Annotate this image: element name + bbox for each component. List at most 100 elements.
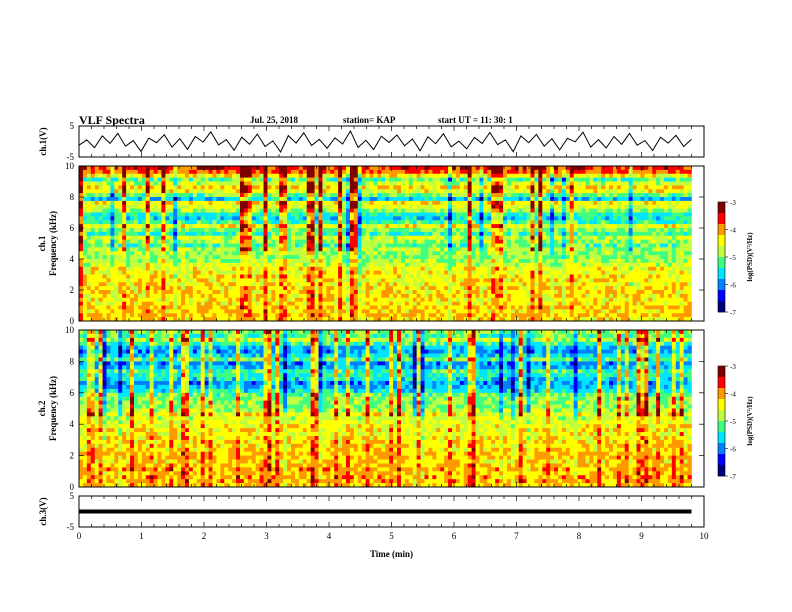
spectrogram-cell	[416, 185, 421, 190]
spectrogram-cell	[271, 193, 276, 198]
spectrogram-cell	[251, 216, 256, 221]
spectrogram-cell	[259, 278, 264, 283]
spectrogram-cell	[239, 274, 245, 279]
spectrogram-cell	[153, 216, 158, 221]
spectrogram-cell	[212, 262, 217, 268]
spectrogram-cell	[330, 239, 335, 244]
spectrogram-cell	[522, 251, 527, 256]
spectrogram-cell	[259, 270, 264, 275]
spectrogram-cell	[459, 166, 465, 171]
spectrogram-cell	[271, 309, 276, 314]
spectrogram-cell	[393, 216, 398, 221]
spectrogram-cell	[353, 239, 359, 244]
spectrogram-cell	[353, 243, 359, 248]
spectrogram-cell	[542, 293, 547, 299]
spectrogram-cell	[102, 197, 107, 202]
spectrogram-cell	[342, 204, 347, 209]
spectrogram-cell	[192, 247, 198, 252]
spectrogram-cell	[554, 251, 559, 256]
spectrogram-cell	[236, 243, 241, 248]
spectrogram-cell	[452, 197, 457, 202]
spectrogram-cell	[271, 166, 276, 171]
spectrogram-cell	[385, 204, 390, 209]
spectrogram-cell	[510, 193, 516, 198]
spectrogram-cell	[106, 274, 111, 279]
spectrogram-cell	[349, 169, 355, 175]
spectrogram-cell	[141, 266, 147, 271]
spectrogram-cell	[130, 181, 135, 186]
spectrogram-cell	[141, 204, 147, 209]
spectrogram-cell	[314, 313, 319, 318]
spectrogram-cell	[208, 282, 213, 287]
spectrogram-cell	[467, 224, 472, 229]
spectrogram-cell	[389, 204, 394, 209]
spectrogram-cell	[353, 193, 359, 198]
spectrogram-cell	[302, 239, 308, 244]
spectrogram-cell	[436, 290, 441, 295]
spectrogram-cell	[181, 262, 186, 268]
spectrogram-cell	[369, 255, 374, 260]
spectrogram-cell	[377, 243, 382, 248]
spectrogram-cell	[275, 177, 280, 182]
spectrogram-cell	[236, 266, 241, 271]
spectrogram-cell	[412, 266, 417, 271]
spectrogram-cell	[550, 193, 555, 198]
spectrogram-cell	[157, 290, 162, 295]
spectrogram-cell	[90, 251, 96, 256]
spectrogram-cell	[228, 204, 233, 209]
spectrogram-cell	[334, 169, 339, 175]
spectrogram-cell	[196, 193, 202, 198]
spectrogram-cell	[353, 305, 359, 310]
spectrogram-cell	[357, 212, 362, 217]
spectrogram-cell	[412, 208, 417, 213]
spectrogram-cell	[169, 309, 174, 314]
spectrogram-cell	[550, 189, 555, 194]
spectrogram-cell	[389, 212, 394, 217]
spectrogram-cell	[326, 166, 331, 171]
spectrogram-cell	[86, 270, 92, 275]
spectrogram-cell	[130, 317, 135, 322]
spectrogram-cell	[534, 297, 539, 302]
spectrogram-cell	[542, 216, 547, 221]
spectrogram-cell	[114, 177, 119, 182]
spectrogram-cell	[165, 259, 170, 264]
spectrogram-cell	[361, 181, 366, 186]
spectrogram-cell	[86, 177, 92, 182]
spectrogram-cell	[479, 259, 484, 264]
spectrogram-cell	[141, 224, 147, 229]
spectrogram-cell	[102, 231, 107, 237]
spectrogram-cell	[397, 204, 402, 209]
spectrogram-cell	[153, 286, 158, 291]
spectrogram-cell	[487, 197, 492, 202]
spectrogram-cell	[267, 200, 272, 206]
spectrogram-cell	[177, 173, 182, 178]
spectrogram-cell	[251, 220, 256, 225]
spectrogram-cell	[102, 266, 107, 271]
spectrogram-cell	[542, 235, 547, 240]
spectrogram-cell	[181, 193, 186, 198]
spectrogram-cell	[130, 197, 135, 202]
spectrogram-cell	[546, 282, 551, 287]
spectrogram-cell	[467, 278, 472, 283]
spectrogram-cell	[330, 282, 335, 287]
spectrogram-cell	[94, 197, 99, 202]
spectrogram-cell	[216, 305, 221, 310]
spectrogram-cell	[416, 317, 421, 322]
spectrogram-cell	[79, 185, 84, 190]
spectrogram-cell	[393, 212, 398, 217]
spectrogram-cell	[294, 259, 300, 264]
spectrogram-cell	[137, 177, 143, 182]
spectrogram-cell	[82, 266, 88, 271]
spectrogram-cell	[239, 243, 245, 248]
spectrogram-cell	[534, 193, 539, 198]
spectrogram-cell	[192, 274, 198, 279]
spectrogram-cell	[228, 189, 233, 194]
spectrogram-cell	[283, 293, 288, 299]
spectrogram-cell	[444, 200, 449, 206]
spectrogram-cell	[381, 309, 386, 314]
spectrogram-cell	[224, 173, 229, 178]
spectrogram-cell	[302, 189, 308, 194]
spectrogram-cell	[173, 282, 178, 287]
spectrogram-cell	[373, 317, 378, 322]
